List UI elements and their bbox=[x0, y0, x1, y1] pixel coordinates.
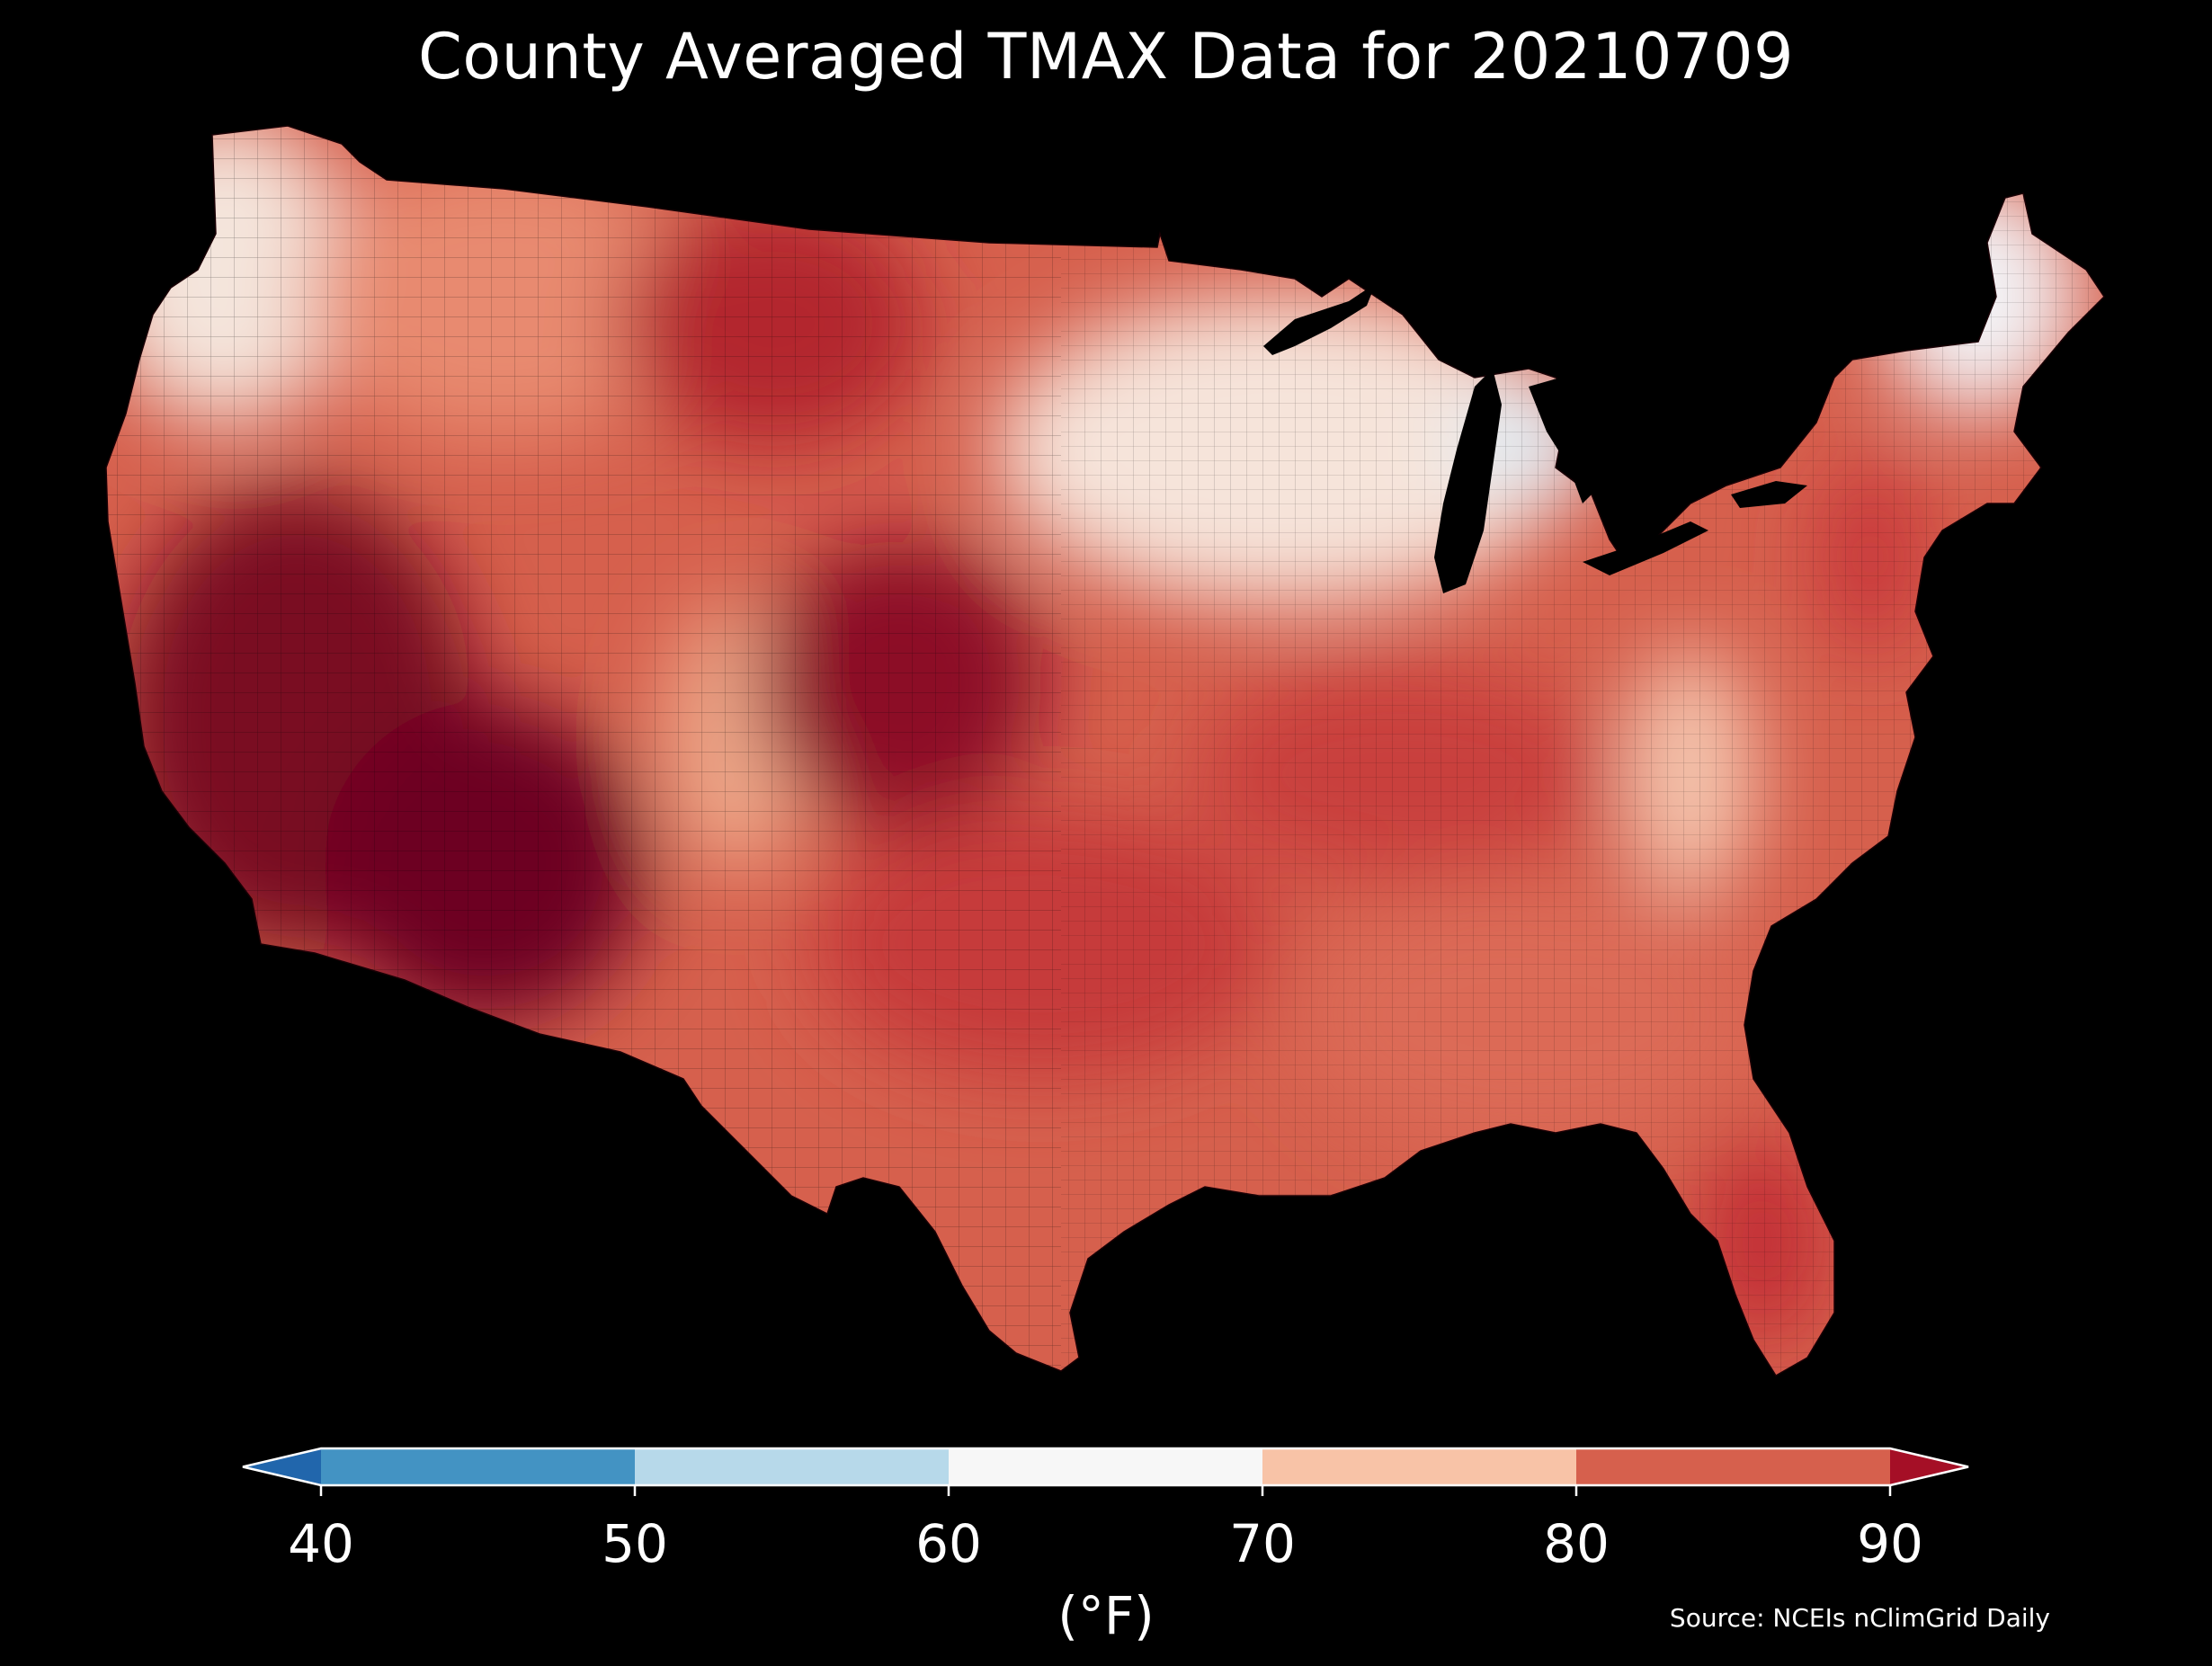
colorbar: 40 50 60 70 80 90 (°F) bbox=[0, 1439, 2212, 1666]
colorbar-bin-80-90 bbox=[1576, 1448, 1891, 1485]
colorbar-bin-70-80 bbox=[1262, 1448, 1577, 1485]
lake-michigan bbox=[1434, 369, 1502, 593]
colorbar-tick-label: 70 bbox=[1229, 1513, 1296, 1574]
county-lines-east bbox=[1061, 126, 2104, 1376]
colorbar-unit-label: (°F) bbox=[1057, 1585, 1155, 1646]
lake-erie bbox=[1583, 521, 1708, 575]
map-title: County Averaged TMAX Data for 20210709 bbox=[417, 20, 1795, 94]
colorbar-tick-label: 50 bbox=[602, 1513, 668, 1574]
colorbar-bar bbox=[242, 1447, 1969, 1496]
us-county-map bbox=[105, 125, 2105, 1376]
lake-ontario bbox=[1731, 481, 1807, 508]
colorbar-bin-50-60 bbox=[635, 1448, 950, 1485]
colorbar-tick-label: 40 bbox=[288, 1513, 354, 1574]
county-lines-west bbox=[106, 126, 1061, 1376]
source-credit: Source: NCEIs nClimGrid Daily bbox=[1669, 1603, 2050, 1633]
colorbar-bin-60-70 bbox=[949, 1448, 1263, 1485]
great-lakes bbox=[1263, 283, 1807, 593]
map-fill-layer bbox=[106, 126, 2104, 1376]
colorbar-extend-low bbox=[243, 1448, 321, 1485]
colorbar-tick-label: 80 bbox=[1543, 1513, 1610, 1574]
lake-superior bbox=[1263, 283, 1376, 355]
colorbar-extend-high bbox=[1890, 1448, 1968, 1485]
lake-huron bbox=[1529, 378, 1601, 503]
colorbar-bin-40-50 bbox=[321, 1448, 636, 1485]
colorbar-tick-label: 60 bbox=[915, 1513, 982, 1574]
choropleth-map bbox=[105, 125, 2105, 1376]
colorbar-tick-label: 90 bbox=[1857, 1513, 1923, 1574]
